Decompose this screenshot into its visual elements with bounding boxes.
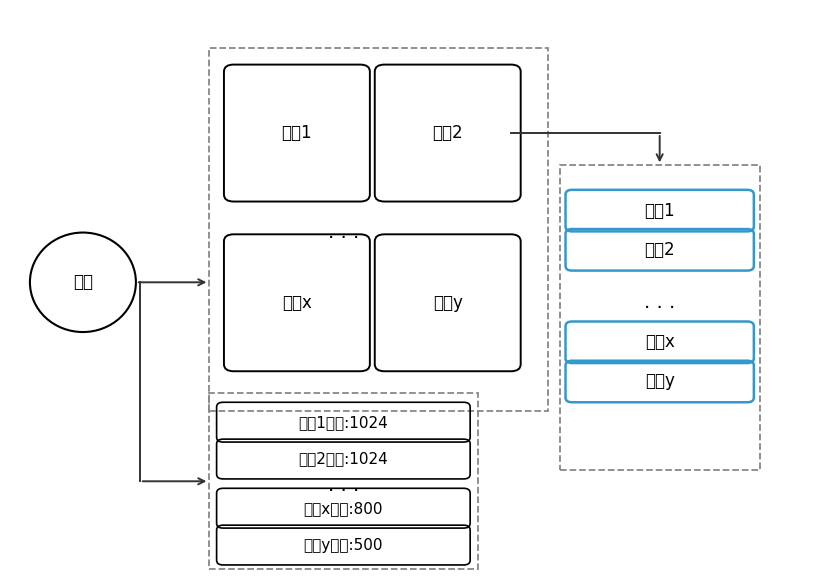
Text: 用户y: 用户y [645, 372, 675, 390]
Text: · · ·: · · · [328, 229, 359, 248]
Text: 用户2: 用户2 [645, 241, 675, 259]
Bar [560, 165, 760, 470]
Text: 分片1: 分片1 [281, 124, 312, 142]
Bar [209, 393, 479, 569]
Text: · · ·: · · · [328, 482, 359, 501]
Text: 分片2计数:1024: 分片2计数:1024 [299, 452, 389, 466]
Text: 分片1计数:1024: 分片1计数:1024 [299, 415, 389, 430]
Text: 用户: 用户 [73, 273, 93, 291]
Text: 分片x计数:800: 分片x计数:800 [303, 501, 383, 516]
Text: 分片y: 分片y [433, 294, 463, 312]
Text: · · ·: · · · [644, 299, 675, 318]
Bar [209, 48, 547, 411]
Text: 分片x: 分片x [282, 294, 312, 312]
Text: 分片2: 分片2 [433, 124, 463, 142]
Text: 用户x: 用户x [645, 333, 675, 351]
Text: 分片y计数:500: 分片y计数:500 [303, 537, 383, 553]
Text: 用户1: 用户1 [645, 202, 675, 219]
